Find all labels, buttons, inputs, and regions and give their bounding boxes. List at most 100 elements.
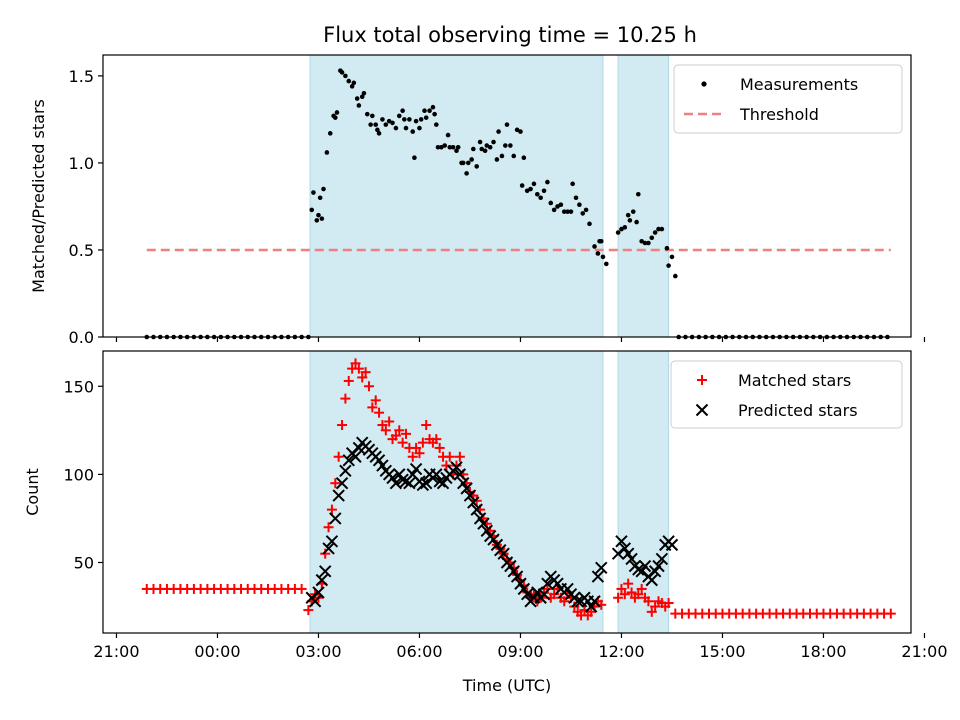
- data-point: [580, 211, 586, 216]
- data-point: [541, 577, 554, 590]
- x-tick-label: 21:00: [901, 642, 947, 661]
- data-point: [417, 437, 428, 448]
- data-point: [583, 207, 589, 213]
- top-panel-frame: [102, 54, 912, 338]
- data-point: [455, 144, 461, 150]
- data-point: [494, 157, 500, 162]
- data-point: [417, 125, 422, 131]
- data-point: [370, 113, 375, 119]
- bottom-panel: 21:00 00:00 03:00 06:00 09:00 12:00 15:00 18:00…: [23, 350, 948, 695]
- data-point: [669, 254, 675, 260]
- data-point: [528, 186, 533, 192]
- data-point: [503, 143, 508, 148]
- x-tick-label: 21:00: [93, 642, 139, 661]
- data-point: [445, 132, 451, 138]
- data-point: [346, 78, 352, 84]
- data-point: [538, 195, 543, 201]
- data-point: [491, 139, 496, 145]
- data-point: [376, 131, 382, 136]
- data-point: [337, 420, 348, 431]
- data-point: [334, 110, 340, 115]
- data-point: [665, 538, 679, 552]
- data-point: [885, 608, 896, 619]
- data-point: [548, 200, 554, 206]
- data-point: [335, 476, 349, 490]
- data-point: [558, 202, 564, 208]
- data-point: [545, 179, 550, 185]
- data-point: [397, 437, 408, 448]
- data-point: [531, 181, 537, 187]
- data-point: [430, 104, 436, 110]
- data-point: [591, 570, 605, 583]
- data-point: [353, 363, 364, 374]
- data-point: [416, 478, 430, 492]
- data-point: [343, 73, 348, 79]
- data-point: [595, 251, 601, 256]
- data-point: [510, 570, 524, 583]
- bottom-panel-frame: [102, 350, 912, 634]
- data-point: [356, 103, 362, 108]
- data-point: [419, 476, 433, 490]
- data-point: [409, 462, 423, 476]
- legend-marker: [695, 403, 709, 417]
- legend-predicted-stars-marker: [695, 403, 709, 417]
- data-point: [508, 143, 513, 148]
- x-tick-label: 03:00: [295, 642, 341, 661]
- data-point: [418, 117, 424, 122]
- bottom-y-axis-label: Count: [23, 468, 42, 516]
- data-point: [460, 160, 466, 166]
- data-point: [627, 218, 633, 223]
- shaded-interval: [617, 350, 670, 634]
- chart-title: Flux total observing time = 10.25 h: [323, 23, 697, 47]
- data-point: [380, 117, 385, 122]
- data-point: [435, 144, 441, 150]
- data-point: [432, 111, 437, 117]
- data-point: [303, 605, 314, 616]
- bottom-panel-x-ticks: 21:00 00:00 03:00 06:00 09:00 12:00 15:00 18:00…: [93, 633, 948, 661]
- data-point: [430, 468, 443, 481]
- data-point: [559, 596, 570, 607]
- data-point: [588, 595, 601, 608]
- data-point: [370, 395, 381, 406]
- data-point: [322, 542, 335, 555]
- top-panel-legend: Measurements Threshold: [673, 64, 903, 134]
- data-point: [477, 139, 483, 145]
- data-point: [357, 372, 368, 383]
- top-legend-box: [673, 64, 903, 134]
- data-point: [383, 122, 389, 127]
- data-point: [633, 589, 644, 600]
- data-point: [511, 153, 517, 159]
- top-panel-y-ticks: 0.0 0.5 1.0 1.5: [69, 67, 103, 347]
- data-point: [573, 195, 579, 201]
- data-point: [410, 129, 416, 134]
- data-point: [413, 118, 419, 124]
- legend-matched-stars-marker: [697, 375, 707, 385]
- data-point: [663, 598, 674, 609]
- data-point: [622, 225, 628, 230]
- data-point: [615, 535, 628, 548]
- data-point: [363, 381, 374, 392]
- data-point: [595, 561, 608, 574]
- data-point: [487, 144, 493, 150]
- data-point: [327, 131, 333, 136]
- data-point: [520, 588, 534, 601]
- data-point: [309, 207, 315, 213]
- data-point: [373, 122, 379, 127]
- data-point: [638, 559, 652, 573]
- data-point: [464, 171, 469, 176]
- data-point: [315, 573, 329, 587]
- data-point: [329, 512, 342, 525]
- legend-threshold-label: Threshold: [739, 105, 819, 124]
- data-point: [625, 552, 638, 566]
- data-point: [333, 115, 338, 120]
- legend-matched-stars-label: Matched stars: [738, 371, 851, 390]
- data-point: [463, 489, 477, 502]
- data-point: [652, 230, 658, 235]
- data-point: [619, 589, 630, 600]
- data-point: [482, 148, 488, 154]
- data-point: [646, 240, 651, 246]
- data-point: [630, 209, 636, 214]
- data-point: [317, 195, 323, 201]
- data-point: [655, 552, 669, 566]
- data-point: [402, 117, 407, 122]
